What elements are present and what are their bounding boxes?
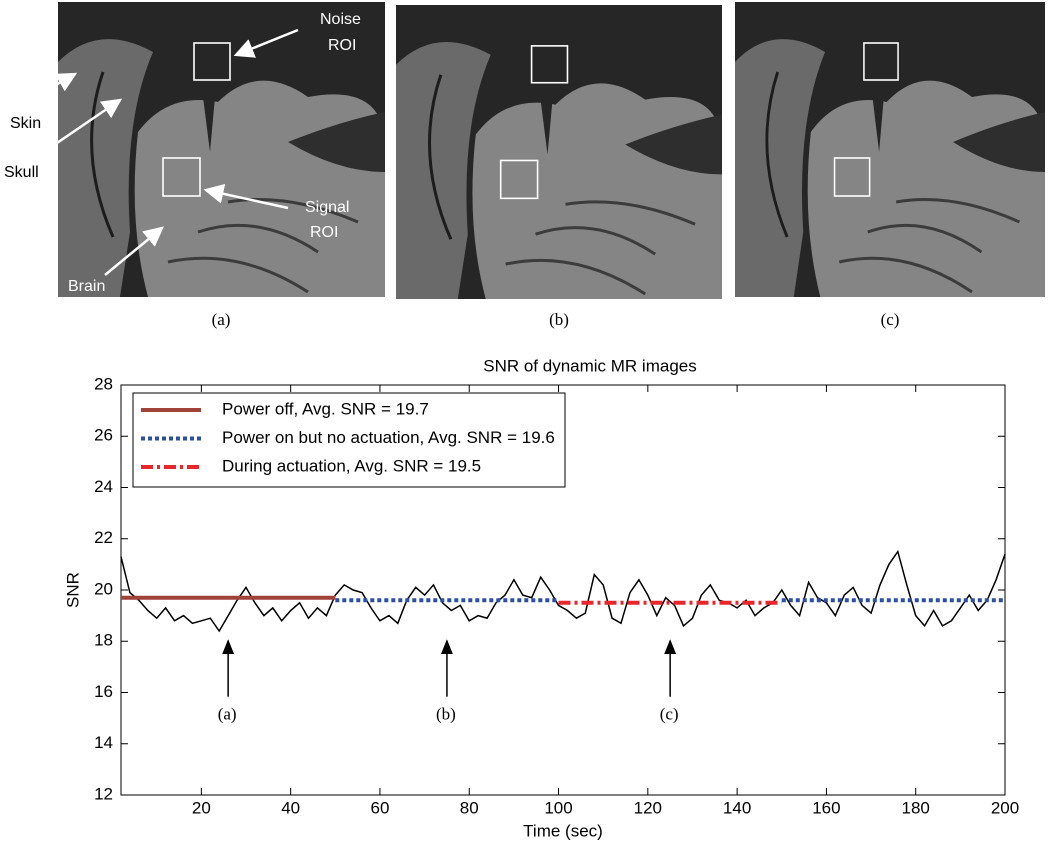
legend-label: Power on but no actuation, Avg. SNR = 19…: [222, 428, 555, 447]
legend-label: During actuation, Avg. SNR = 19.5: [222, 456, 481, 475]
y-tick-label: 24: [94, 477, 113, 496]
annotation-label: (b): [436, 705, 456, 724]
y-tick-label: 26: [94, 426, 113, 445]
panel-label: (b): [549, 310, 569, 329]
x-axis-label: Time (sec): [523, 821, 603, 840]
image-label: Skull: [4, 164, 39, 181]
image-label: ROI: [310, 224, 338, 241]
y-tick-label: 28: [94, 374, 113, 393]
chart-title: SNR of dynamic MR images: [483, 356, 697, 375]
image-label: Signal: [305, 199, 349, 216]
x-tick-label: 60: [370, 798, 389, 817]
x-tick-label: 180: [902, 798, 930, 817]
image-label: Brain: [68, 278, 105, 295]
x-tick-label: 100: [544, 798, 572, 817]
x-tick-label: 140: [723, 798, 751, 817]
y-tick-label: 12: [94, 784, 113, 803]
legend-box: [132, 392, 566, 488]
x-tick-label: 20: [192, 798, 211, 817]
y-axis-label: SNR: [63, 572, 82, 608]
mri-image: [396, 5, 722, 299]
y-tick-label: 16: [94, 682, 113, 701]
series-line: [120, 549, 1006, 633]
image-label: Noise: [320, 11, 361, 28]
legend-label: Power off, Avg. SNR = 19.7: [222, 399, 429, 418]
image-label: Skin: [10, 115, 41, 132]
y-tick-label: 18: [94, 631, 113, 650]
y-tick-label: 20: [94, 579, 113, 598]
x-tick-label: 80: [460, 798, 479, 817]
mri-image: [735, 2, 1045, 297]
x-tick-label: 40: [281, 798, 300, 817]
x-tick-label: 160: [812, 798, 840, 817]
x-tick-label: 120: [634, 798, 662, 817]
panel-label: (c): [881, 310, 900, 329]
panel-label: (a): [212, 310, 231, 329]
y-tick-label: 22: [94, 528, 113, 547]
x-tick-label: 200: [991, 798, 1019, 817]
annotation-label: (a): [218, 705, 237, 724]
image-label: ROI: [328, 37, 356, 54]
y-tick-label: 14: [94, 733, 113, 752]
image-arrows: [19, 28, 299, 276]
annotation-label: (c): [660, 705, 679, 724]
